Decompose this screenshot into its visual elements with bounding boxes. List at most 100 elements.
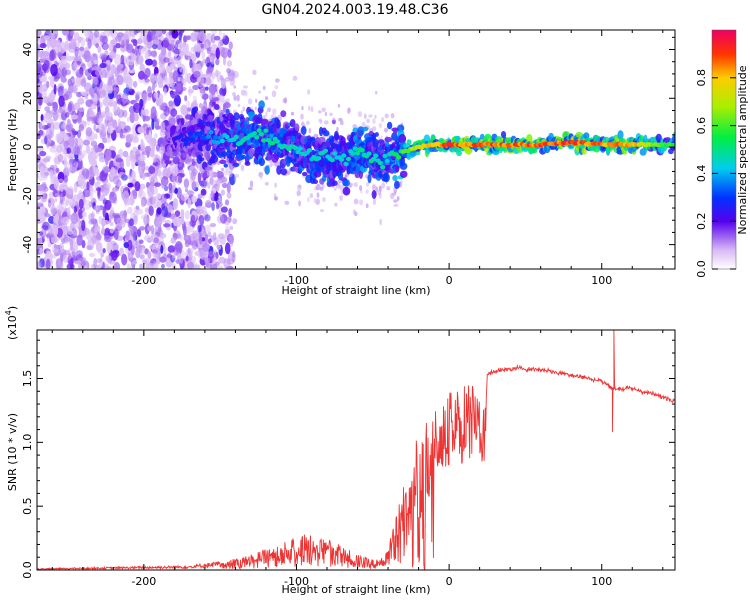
heatmap-cell [60, 76, 67, 83]
heatmap-cell [63, 134, 69, 142]
heatmap-cell [373, 153, 379, 158]
heatmap-cell [161, 203, 166, 211]
heatmap-cell [53, 156, 61, 165]
heatmap-cell [365, 189, 369, 194]
heatmap-cell [115, 158, 124, 163]
heatmap-cell [371, 184, 377, 192]
heatmap-cell [64, 62, 71, 70]
heatmap-cell [213, 183, 218, 188]
heatmap-cell [248, 148, 255, 157]
heatmap-cell [275, 78, 280, 83]
heatmap-cell [107, 125, 114, 134]
heatmap-cell [264, 181, 269, 186]
heatmap-cell [220, 75, 224, 81]
heatmap-cell [377, 160, 383, 166]
heatmap-cell [98, 156, 106, 163]
heatmap-cell [129, 53, 137, 63]
heatmap-cell [83, 82, 92, 92]
heatmap-cell [338, 157, 345, 162]
heatmap-cell [383, 127, 389, 133]
heatmap-cell [86, 245, 93, 251]
spectrogram-x-ticks: -200 -100 0 100 [51, 30, 664, 287]
heatmap-cell [208, 130, 214, 135]
heatmap-cell [240, 89, 246, 96]
heatmap-cell [318, 110, 322, 114]
snr-frame [36, 329, 676, 571]
heatmap-cell [218, 180, 222, 185]
heatmap-cell [367, 173, 372, 184]
heatmap-cell [37, 67, 43, 78]
heatmap-cell [390, 112, 395, 119]
heatmap-cell [226, 67, 231, 74]
heatmap-cell [152, 196, 159, 208]
heatmap-cell [57, 51, 63, 58]
heatmap-cell [251, 131, 258, 136]
heatmap-cell [215, 179, 220, 184]
heatmap-cell [261, 138, 267, 143]
heatmap-cell [224, 134, 230, 140]
heatmap-cell [94, 68, 103, 77]
heatmap-cell [148, 205, 154, 216]
heatmap-cell [108, 30, 114, 35]
heatmap-cell [193, 264, 201, 269]
heatmap-cell [193, 70, 201, 78]
heatmap-cell [127, 239, 133, 251]
heatmap-cell [180, 117, 185, 126]
heatmap-cell [142, 108, 150, 116]
heatmap-cell [118, 121, 127, 129]
heatmap-cell [173, 244, 181, 251]
heatmap-cell [130, 262, 135, 269]
heatmap-cell [115, 35, 122, 42]
heatmap-cell [210, 139, 216, 144]
heatmap-cell [81, 219, 86, 232]
y-tick-label: 0.0 [21, 561, 34, 579]
heatmap-cell [132, 80, 138, 88]
heatmap-cell [87, 136, 94, 141]
heatmap-cell [233, 134, 239, 140]
heatmap-cell [80, 78, 87, 88]
heatmap-cell [380, 165, 386, 170]
heatmap-cell [377, 189, 381, 196]
heatmap-cell [146, 127, 150, 136]
heatmap-cell [205, 33, 213, 45]
heatmap-cell [135, 161, 139, 167]
heatmap-cell [140, 199, 145, 208]
heatmap-cell [180, 193, 189, 202]
heatmap-cell [172, 180, 176, 190]
heatmap-cell [143, 215, 149, 226]
heatmap-cell [316, 192, 320, 199]
heatmap-cell [110, 39, 116, 45]
heatmap-cell [189, 58, 193, 69]
heatmap-cell [42, 96, 50, 104]
heatmap-cell [94, 205, 102, 213]
heatmap-cell [94, 224, 98, 236]
heatmap-cell [265, 110, 268, 117]
heatmap-cell [216, 214, 225, 224]
heatmap-cell [125, 155, 131, 167]
heatmap-cell [45, 127, 53, 140]
heatmap-cell [102, 97, 110, 107]
heatmap-cell [360, 189, 363, 194]
heatmap-cell [161, 46, 167, 56]
heatmap-cell [74, 48, 79, 57]
heatmap-cell [97, 46, 102, 54]
heatmap-cell [229, 225, 234, 230]
heatmap-cell [152, 59, 157, 67]
heatmap-cell [163, 185, 169, 192]
heatmap-cell [205, 56, 211, 68]
heatmap-cell [254, 135, 260, 140]
heatmap-cell [158, 93, 164, 106]
snr-x-axis-label: Height of straight line (km) [281, 583, 430, 596]
heatmap-cell [100, 54, 108, 61]
heatmap-cell [128, 174, 137, 183]
heatmap-cell [310, 106, 314, 113]
heatmap-cell [121, 92, 129, 104]
heatmap-cell [313, 170, 322, 178]
heatmap-cell [302, 171, 308, 177]
heatmap-cell [59, 192, 64, 204]
heatmap-cell [210, 55, 217, 65]
x-tick-label: -200 [131, 575, 156, 588]
heatmap-cell [381, 117, 385, 123]
heatmap-cell [65, 124, 73, 132]
heatmap-cell [416, 150, 421, 156]
